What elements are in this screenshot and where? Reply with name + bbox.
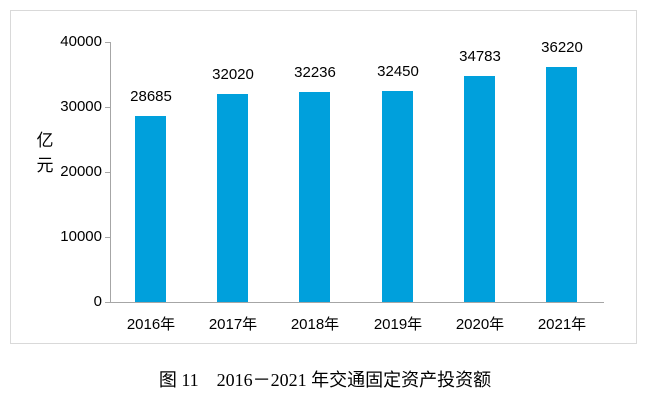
y-axis-tick xyxy=(105,302,110,303)
y-axis-title-line-1: 亿 xyxy=(36,131,54,150)
bar xyxy=(382,91,413,302)
bar xyxy=(217,94,248,302)
bar-value-label: 32450 xyxy=(377,63,419,80)
y-axis-tick xyxy=(105,237,110,238)
x-axis-label: 2021年 xyxy=(537,316,587,333)
x-axis-label: 2019年 xyxy=(373,316,423,333)
bar-value-label: 28685 xyxy=(130,88,172,105)
bar xyxy=(464,76,495,302)
x-axis-label: 2017年 xyxy=(208,316,258,333)
y-axis-title-line-2: 元 xyxy=(36,156,54,175)
y-axis-tick-label: 40000 xyxy=(60,33,102,50)
y-axis-tick xyxy=(105,42,110,43)
x-axis-label: 2016年 xyxy=(126,316,176,333)
bar-value-label: 32020 xyxy=(212,66,254,83)
x-axis-label: 2018年 xyxy=(290,316,340,333)
bar xyxy=(135,116,166,302)
y-axis-tick-label: 10000 xyxy=(60,228,102,245)
y-axis-line xyxy=(110,42,111,303)
y-axis-tick xyxy=(105,107,110,108)
bar-value-label: 32236 xyxy=(294,64,336,81)
y-axis-tick-label: 30000 xyxy=(60,98,102,115)
bar-value-label: 36220 xyxy=(541,39,583,56)
x-axis-line xyxy=(110,302,604,303)
y-axis-tick xyxy=(105,172,110,173)
x-axis-label: 2020年 xyxy=(455,316,505,333)
y-axis-title: 亿 元 xyxy=(33,128,57,178)
y-axis-tick-label: 20000 xyxy=(60,163,102,180)
bar xyxy=(299,92,330,302)
bar-value-label: 34783 xyxy=(459,48,501,65)
y-axis-tick-label: 0 xyxy=(93,293,102,310)
figure-caption: 图 11 2016－2021 年交通固定资产投资额 xyxy=(158,370,492,390)
bar xyxy=(546,67,577,302)
